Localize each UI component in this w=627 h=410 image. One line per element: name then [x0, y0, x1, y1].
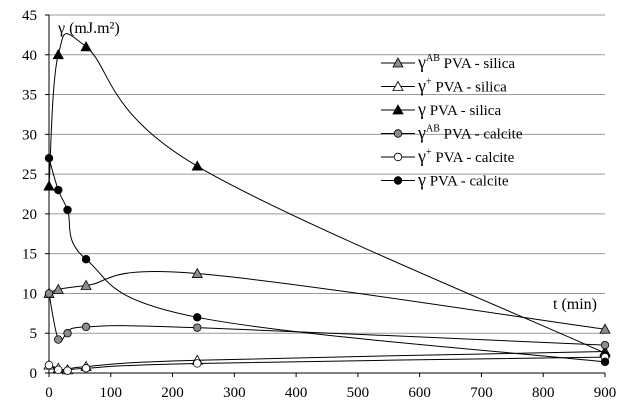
series-1 — [43, 267, 611, 334]
series-5 — [44, 352, 610, 375]
data-point — [44, 289, 54, 298]
series-4 — [44, 289, 610, 350]
data-point — [191, 160, 203, 171]
y-tick-label: 40 — [22, 48, 37, 64]
x-tick-label: 300 — [223, 385, 246, 401]
x-tick-label: 500 — [347, 385, 370, 401]
y-tick-label: 10 — [22, 286, 37, 302]
x-tick-label: 100 — [100, 385, 123, 401]
y-tick-label: 5 — [30, 326, 38, 342]
y-axis-annotation: γ (mJ.m²) — [57, 20, 120, 37]
legend: γAB PVA - silica γ+ PVA - silica γ PVA - s… — [381, 52, 523, 190]
legend-label: γ PVA - silica — [417, 99, 501, 119]
data-point — [63, 329, 72, 338]
series-line — [48, 356, 606, 372]
data-point — [80, 40, 92, 52]
x-axis-annotation: t (min) — [553, 296, 597, 313]
data-point — [81, 322, 91, 332]
data-point — [81, 255, 91, 264]
data-point — [52, 283, 64, 294]
x-tick-label: 600 — [408, 385, 431, 401]
legend-label: γ+ PVA - calcite — [417, 146, 515, 166]
data-point — [193, 313, 202, 322]
legend-label: γAB PVA - calcite — [417, 123, 523, 143]
legend-entry: γ PVA - silica — [381, 99, 501, 119]
legend-entry: γ PVA - calcite — [381, 170, 509, 190]
data-point — [600, 357, 610, 367]
data-point — [81, 364, 91, 373]
legend-label: γ+ PVA - silica — [417, 76, 507, 96]
legend-entry: γ+ PVA - calcite — [381, 146, 515, 166]
series-3 — [43, 33, 611, 358]
legend-marker — [393, 176, 403, 185]
tick-labels: 0 5 10 15 20 25 30 35 40 45 0 100 200 300 400 500 600 700… — [22, 8, 616, 401]
data-point — [191, 267, 203, 278]
series-line — [48, 33, 606, 354]
data-point — [193, 323, 202, 332]
y-tick-label: 45 — [22, 8, 37, 24]
y-tick-label: 35 — [22, 88, 37, 104]
legend-entry: γAB PVA - calcite — [381, 123, 523, 143]
data-point — [80, 279, 92, 290]
legend-marker — [392, 104, 404, 115]
y-tick-label: 30 — [22, 127, 37, 143]
series-2 — [43, 345, 611, 375]
y-tick-label: 20 — [22, 207, 37, 223]
legend-marker — [393, 129, 403, 138]
series-line — [48, 293, 606, 346]
data-point — [44, 153, 54, 163]
axes — [45, 14, 606, 377]
data-point — [193, 359, 202, 368]
y-tick-label: 25 — [22, 167, 37, 183]
data-point — [52, 48, 64, 60]
legend-marker — [393, 152, 403, 162]
data-point — [599, 323, 611, 334]
legend-label: γ PVA - calcite — [417, 170, 509, 190]
x-tick-label: 700 — [470, 385, 493, 401]
data-point — [44, 360, 54, 370]
series-6 — [44, 153, 610, 367]
gridlines — [49, 14, 605, 334]
data-point — [43, 180, 55, 191]
x-tick-label: 200 — [161, 385, 184, 401]
data-point — [63, 366, 72, 375]
data-series — [43, 33, 611, 375]
y-tick-label: 0 — [30, 366, 38, 382]
legend-entry: γ+ PVA - silica — [381, 76, 507, 96]
series-line — [48, 158, 606, 363]
legend-marker — [392, 57, 404, 68]
data-point — [54, 335, 63, 344]
x-tick-label: 800 — [532, 385, 555, 401]
data-point — [600, 340, 610, 350]
legend-entry: γAB PVA - silica — [381, 52, 515, 72]
data-point — [54, 185, 63, 195]
x-tick-label: 0 — [45, 385, 53, 401]
y-tick-label: 15 — [22, 247, 37, 263]
x-tick-label: 400 — [285, 385, 308, 401]
legend-label: γAB PVA - silica — [417, 52, 515, 72]
data-point — [63, 205, 72, 215]
data-point — [54, 365, 63, 375]
legend-marker — [392, 80, 404, 91]
x-tick-label: 900 — [594, 385, 617, 401]
series-line — [48, 271, 606, 330]
